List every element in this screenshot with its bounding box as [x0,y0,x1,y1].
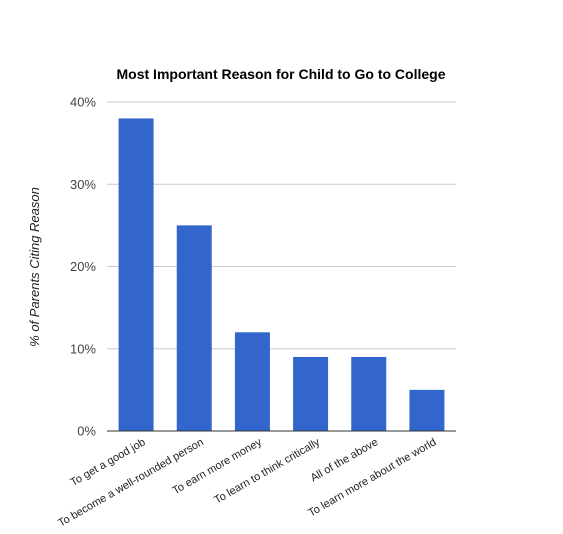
bar [409,389,445,431]
y-tick-label: 30% [70,177,96,192]
y-axis-ticks: 0% 10% 20% 30% 40% [70,95,96,439]
bar [118,118,154,431]
y-tick-label: 20% [70,259,96,274]
gridlines [107,101,456,350]
y-tick-label: 40% [70,95,96,110]
bar [351,356,387,431]
bars [118,118,445,431]
chart-title: Most Important Reason for Child to Go to… [117,66,446,82]
y-tick-label: 0% [77,424,96,439]
bar [176,225,212,431]
y-tick-label: 10% [70,341,96,356]
y-axis-title: % of Parents Citing Reason [27,187,42,347]
bar [293,356,329,431]
bar [234,332,270,431]
